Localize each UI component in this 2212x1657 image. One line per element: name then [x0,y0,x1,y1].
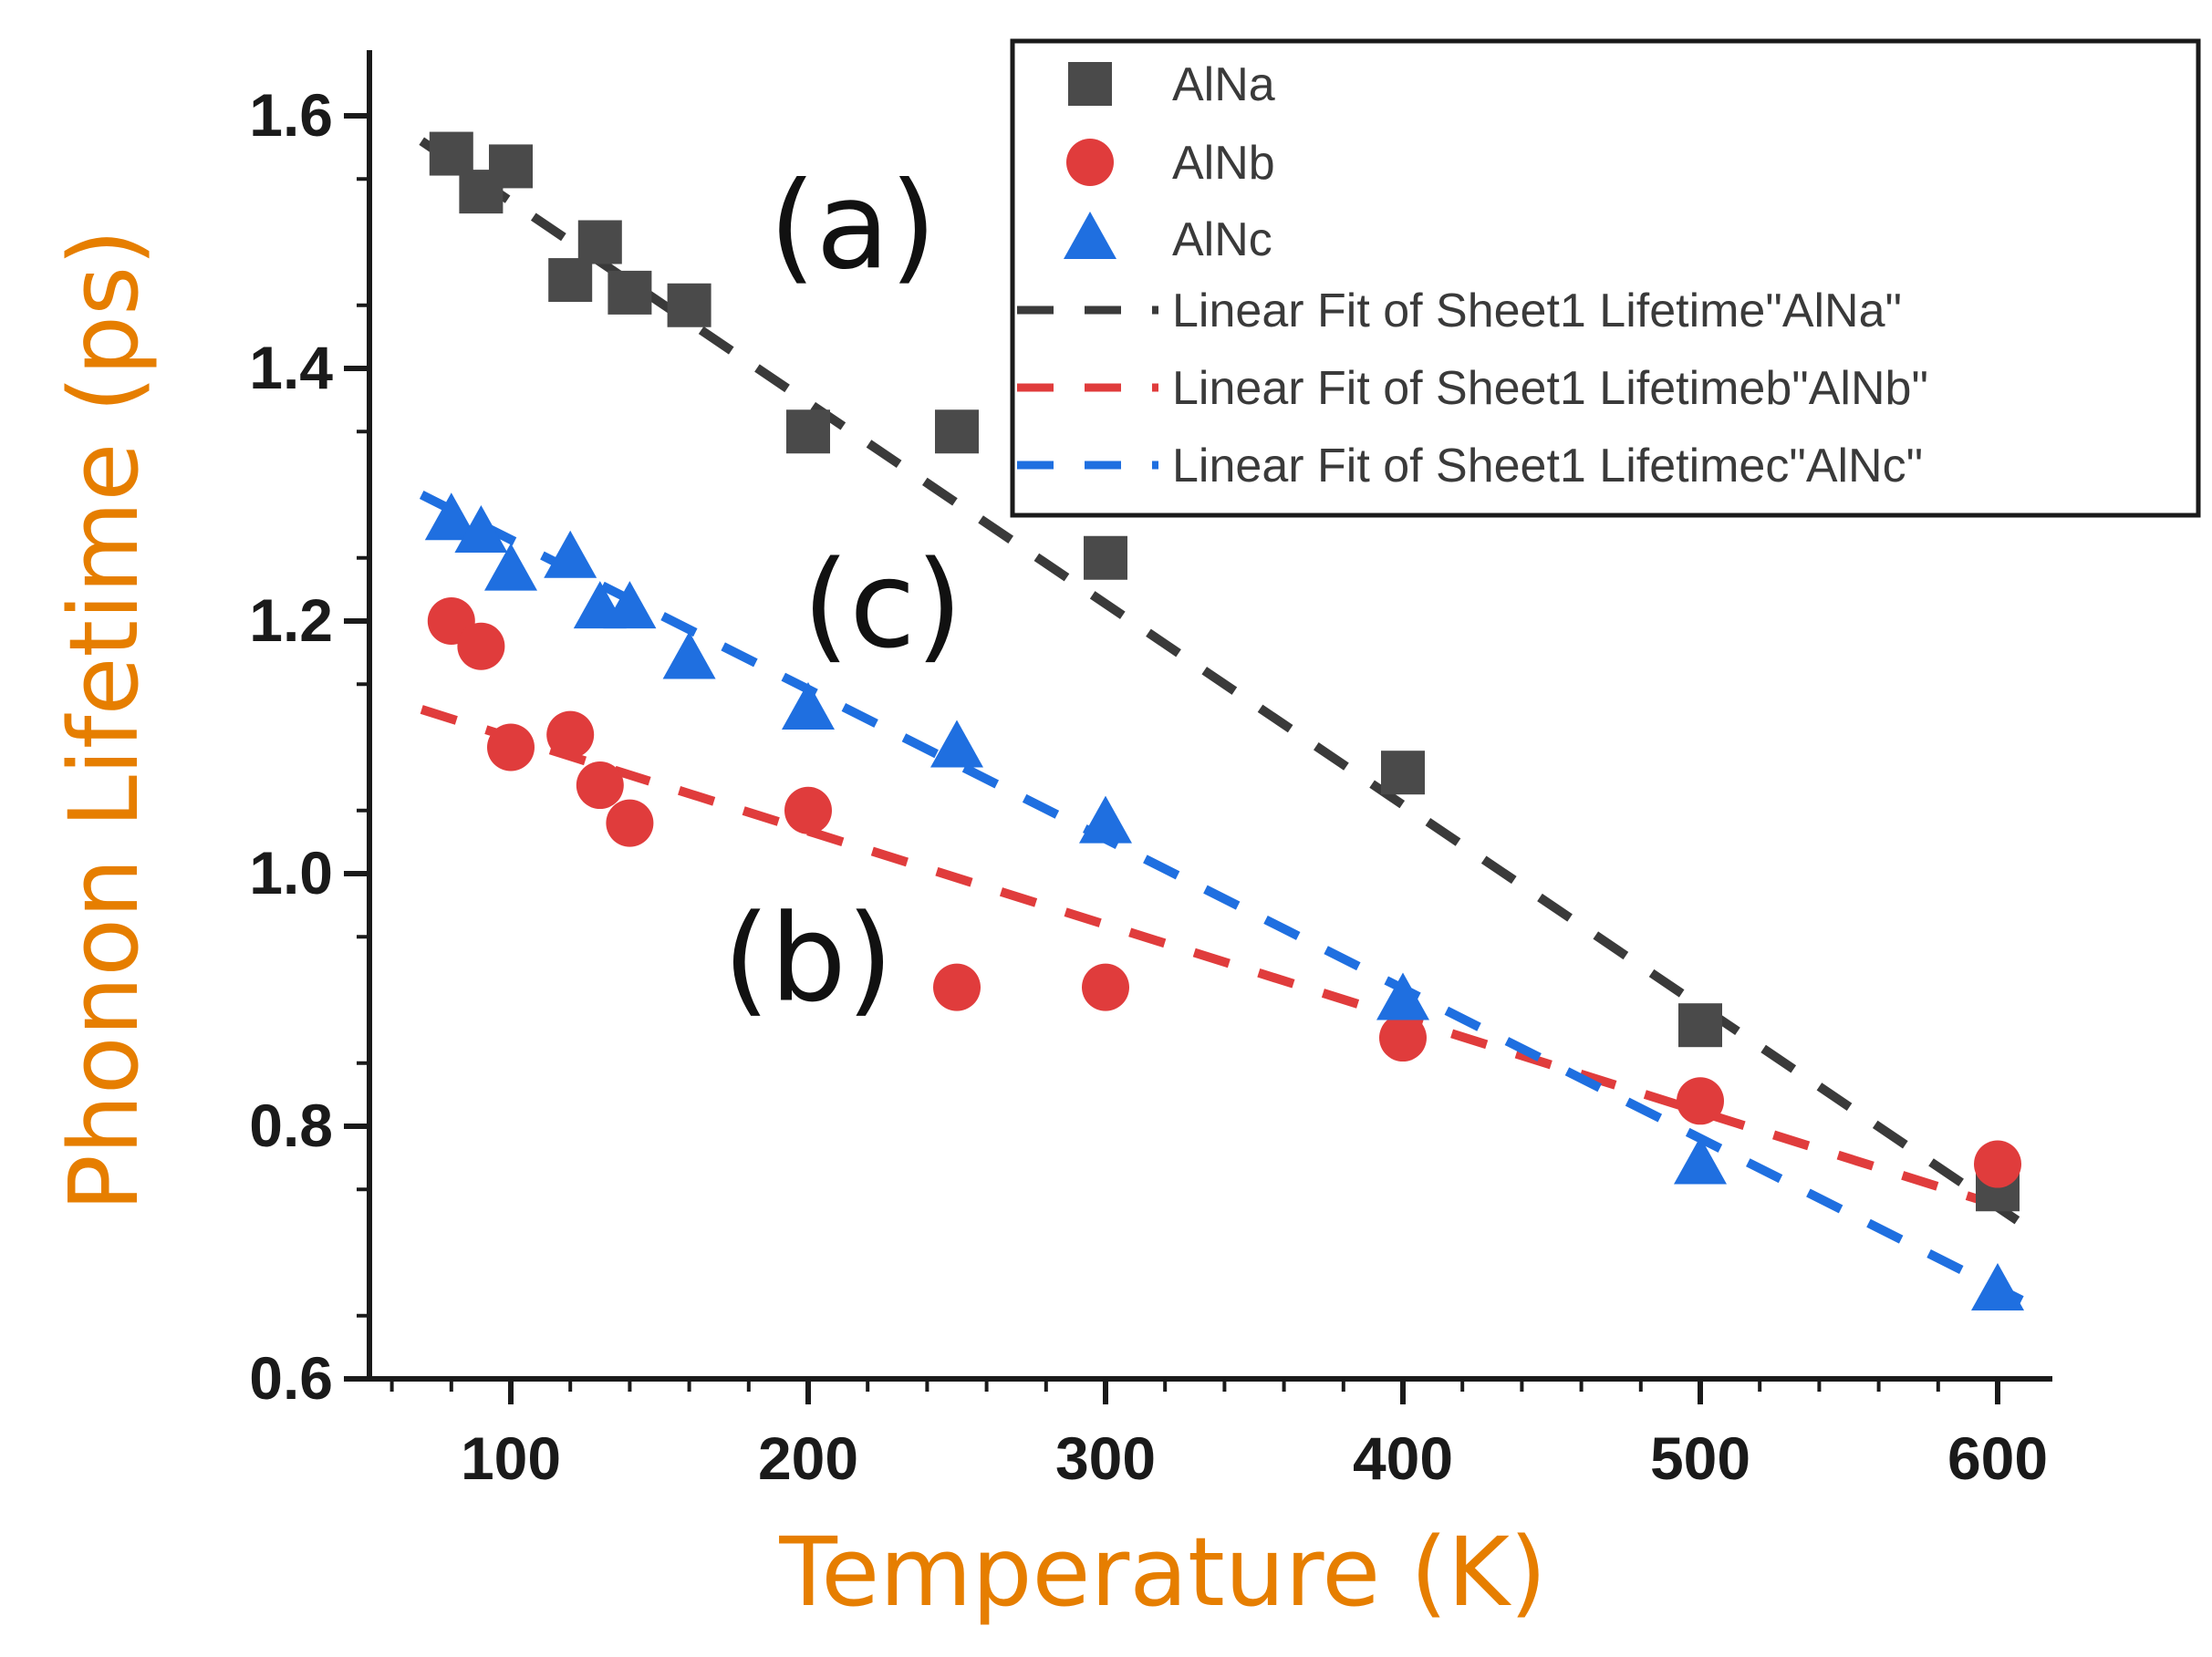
data-point-triangle [484,543,537,591]
data-point-square [577,220,622,264]
y-tick-label: 1.2 [249,586,333,654]
legend-label: AlNb [1172,137,1275,190]
data-point-square [667,283,711,327]
x-tick-label: 600 [1947,1424,2048,1492]
data-point-triangle [782,681,835,730]
annotations-group: (a) (c) (b) [723,156,963,1029]
y-tick-label: 0.6 [249,1344,333,1412]
legend-label: AlNa [1172,58,1275,111]
data-point-square [429,131,473,176]
panel-annotation: (a) [769,156,937,296]
data-point-circle [576,761,624,810]
data-point-triangle [662,631,716,679]
data-point-square [786,409,830,454]
data-point-square [1381,751,1425,795]
ticks-group: 100 200 300 400 500 600 0.6 0.8 1.0 1.2 1.4 1.6 [249,81,2048,1492]
data-point-triangle [1971,1263,2024,1311]
data-point-circle [1379,1014,1427,1062]
data-point-circle [1677,1077,1724,1125]
data-point-circle [606,799,654,847]
data-point-circle [1082,963,1129,1011]
x-tick-label: 100 [461,1424,561,1492]
y-tick-label: 1.4 [249,334,333,401]
y-axis-title: Phonon Lifetime (ps) [48,229,160,1212]
x-axis-title: Temperature (K) [778,1517,1546,1628]
y-tick-label: 1.6 [249,81,333,149]
data-point-triangle [1079,795,1132,844]
data-point-triangle [424,492,478,541]
data-point-circle [784,786,832,834]
panel-annotation: (b) [723,889,894,1030]
data-point-triangle [1674,1136,1727,1185]
data-point-triangle [603,581,657,629]
data-point-square [1084,535,1127,580]
x-tick-label: 500 [1650,1424,1750,1492]
fit-line [419,137,2030,1231]
x-tick-label: 300 [1055,1424,1156,1492]
data-point-square [1068,62,1112,106]
data-point-circle [1974,1140,2021,1188]
x-tick-label: 400 [1353,1424,1453,1492]
data-point-square [1678,1003,1722,1048]
data-point-circle [457,622,505,670]
x-tick-label: 200 [758,1424,858,1492]
legend: AlNa AlNb AlNc Linear Fit of Sheet1 Lifetim… [1010,38,2201,518]
fit-lines-group [419,137,2030,1308]
axes-group [367,50,2052,1382]
data-point-circle [487,723,535,772]
data-point-square [608,270,652,315]
y-tick-label: 1.0 [249,839,333,906]
fit-line [419,491,2030,1308]
data-point-square [548,258,593,303]
data-point-triangle [930,720,983,768]
data-point-circle [1066,139,1114,186]
data-point-triangle [454,505,508,554]
data-point-square [489,144,533,189]
y-tick-label: 0.8 [249,1092,333,1159]
legend-box [1010,38,2201,518]
data-point-circle [546,710,595,759]
legend-label: AlNc [1172,213,1272,266]
data-points-group [424,131,2024,1311]
panel-annotation: (c) [803,535,963,676]
legend-label: Linear Fit of Sheet1 Lifetime"AlNa" [1172,285,1902,337]
data-point-triangle [1064,212,1116,259]
legend-label: Linear Fit of Sheet1 Lifetimeb"AlNb" [1172,362,1928,415]
fit-line [420,705,2030,1219]
data-point-triangle [1376,972,1429,1020]
legend-label: Linear Fit of Sheet1 Lifetimec"AlNc" [1172,440,1923,492]
data-point-circle [933,963,981,1011]
data-point-square [935,409,979,454]
data-point-triangle [544,530,597,578]
